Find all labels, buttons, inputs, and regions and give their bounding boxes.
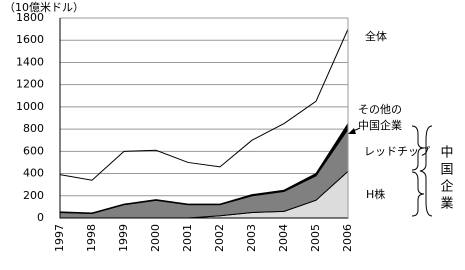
x-tick-label: 2003	[245, 224, 258, 252]
series-label: 全体	[365, 29, 387, 43]
group-label: 中国企業	[438, 145, 454, 213]
y-tick-label: 400	[23, 167, 44, 180]
x-tick-label: 2001	[181, 224, 194, 252]
y-tick-label: 600	[23, 144, 44, 157]
y-tick-label: 0	[37, 211, 44, 224]
series-label: その他の	[358, 103, 402, 116]
brace	[411, 171, 425, 217]
total-line	[59, 28, 349, 181]
x-tick-label: 1998	[85, 224, 98, 252]
y-tick-label: 200	[23, 189, 44, 202]
series-label: 中国企業	[358, 118, 402, 132]
y-tick-label: 1800	[16, 11, 44, 24]
x-tick-label: 2002	[213, 224, 226, 252]
y-tick-label: 1600	[16, 33, 44, 46]
y-tick-label: 1400	[16, 55, 44, 68]
y-tick-label: 800	[23, 122, 44, 135]
y-tick-label: 1200	[16, 78, 44, 91]
x-tick-label: 2006	[341, 224, 354, 252]
x-tick-label: 1999	[117, 224, 130, 252]
unit-label: （10億米ドル）	[4, 1, 84, 14]
x-tick-label: 2005	[309, 224, 322, 252]
x-tick-label: 2004	[277, 224, 290, 252]
series-label: H株	[366, 187, 385, 201]
brace	[411, 125, 425, 171]
x-tick-label: 2000	[149, 224, 162, 252]
brace	[419, 125, 433, 217]
arrow-head	[348, 128, 356, 134]
y-tick-label: 1000	[16, 100, 44, 113]
series-label: レッドチップ	[364, 145, 430, 158]
x-tick-label: 1997	[53, 224, 66, 252]
